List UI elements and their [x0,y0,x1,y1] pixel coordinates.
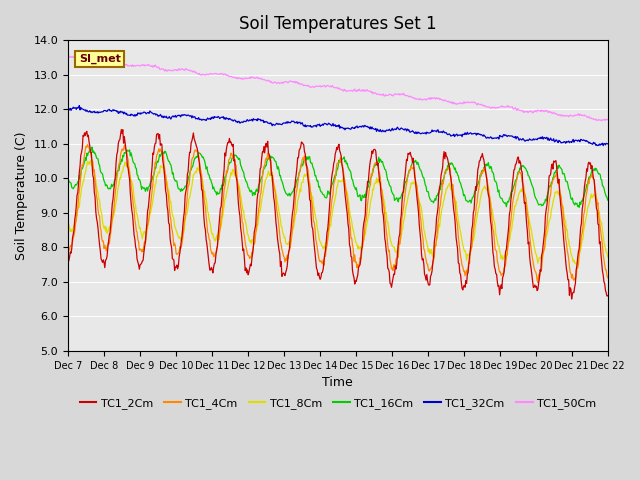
TC1_16Cm [64,178,72,183]
TC1_50Cm [214,71,221,77]
TC1_2Cm [130,232,138,238]
Line: TC1_4Cm: TC1_4Cm [68,144,608,283]
TC1_32Cm [185,113,193,119]
TC1_2Cm [404,151,412,156]
Text: SI_met: SI_met [79,54,121,64]
TC1_4Cm [604,275,612,281]
TC1_50Cm [64,55,72,60]
Line: TC1_2Cm: TC1_2Cm [68,130,608,299]
Y-axis label: Soil Temperature (C): Soil Temperature (C) [15,131,28,260]
TC1_8Cm [604,254,612,260]
TC1_4Cm [64,241,72,247]
TC1_2Cm [420,261,428,267]
TC1_4Cm [420,246,428,252]
TC1_32Cm [214,115,221,120]
TC1_32Cm [404,127,412,133]
TC1_4Cm [534,280,541,286]
TC1_4Cm [214,243,221,249]
Title: Soil Temperatures Set 1: Soil Temperatures Set 1 [239,15,436,33]
TC1_32Cm [130,113,138,119]
TC1_2Cm [214,243,221,249]
Line: TC1_16Cm: TC1_16Cm [68,147,608,207]
TC1_32Cm [599,143,607,148]
TC1_4Cm [185,183,193,189]
TC1_16Cm [88,144,96,150]
TC1_16Cm [404,172,412,178]
TC1_4Cm [404,172,412,178]
TC1_8Cm [130,194,138,200]
TC1_16Cm [185,173,193,179]
TC1_8Cm [64,219,72,225]
TC1_4Cm [84,142,92,147]
TC1_2Cm [604,293,612,299]
TC1_32Cm [76,103,83,108]
TC1_4Cm [130,206,138,212]
TC1_16Cm [130,160,138,166]
TC1_50Cm [404,93,412,99]
TC1_32Cm [604,141,612,147]
TC1_50Cm [420,96,428,102]
TC1_8Cm [86,158,94,164]
Line: TC1_8Cm: TC1_8Cm [68,161,608,265]
Legend: TC1_2Cm, TC1_4Cm, TC1_8Cm, TC1_16Cm, TC1_32Cm, TC1_50Cm: TC1_2Cm, TC1_4Cm, TC1_8Cm, TC1_16Cm, TC1… [75,394,600,414]
TC1_50Cm [130,62,138,68]
TC1_50Cm [604,117,612,122]
TC1_16Cm [575,204,583,210]
TC1_50Cm [75,54,83,60]
TC1_2Cm [64,257,72,263]
TC1_2Cm [185,156,193,162]
TC1_16Cm [420,175,428,180]
TC1_16Cm [214,189,221,195]
TC1_2Cm [118,127,125,132]
TC1_32Cm [64,108,72,114]
TC1_8Cm [404,194,412,200]
TC1_8Cm [185,196,193,202]
TC1_2Cm [74,190,82,195]
TC1_16Cm [74,179,82,185]
TC1_50Cm [66,53,74,59]
TC1_50Cm [185,67,193,73]
TC1_2Cm [568,296,575,302]
TC1_32Cm [74,105,82,111]
Line: TC1_32Cm: TC1_32Cm [68,106,608,145]
TC1_8Cm [573,263,580,268]
X-axis label: Time: Time [323,376,353,389]
TC1_8Cm [420,227,428,232]
TC1_4Cm [74,206,82,212]
Line: TC1_50Cm: TC1_50Cm [68,56,608,121]
TC1_32Cm [420,131,428,136]
TC1_8Cm [214,237,221,242]
TC1_50Cm [598,118,605,124]
TC1_8Cm [74,205,82,211]
TC1_16Cm [604,197,612,203]
